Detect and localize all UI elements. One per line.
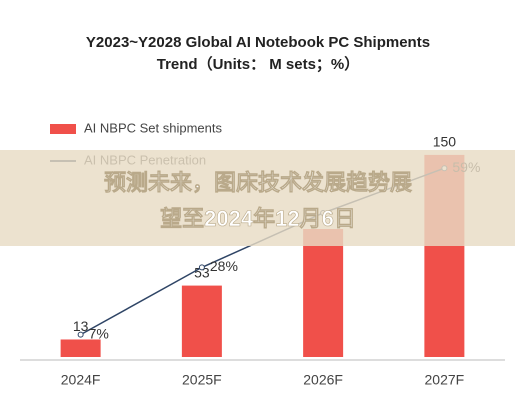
legend-label: AI NBPC Set shipments [84, 120, 222, 135]
bar [181, 285, 222, 357]
data-label: 53 [194, 264, 210, 280]
x-tick-label: 2024F [61, 372, 101, 388]
data-label: 150 [433, 134, 457, 150]
x-tick-label: 2027F [425, 372, 465, 388]
chart-title: Y2023~Y2028 Global AI Notebook PC Shipme… [86, 34, 430, 51]
banner-background [0, 150, 515, 246]
data-label: 13 [73, 318, 89, 334]
data-label: 28% [210, 258, 238, 274]
banner-text: 预测未来，图床技术发展趋势展 [104, 170, 412, 195]
line-marker [198, 264, 205, 271]
legend-swatch [50, 124, 76, 134]
x-tick-label: 2025F [182, 372, 222, 388]
banner-text: 望至2024年12月6日 [160, 206, 356, 231]
bar [60, 339, 101, 357]
bar [303, 229, 344, 357]
x-tick-label: 2026F [303, 372, 343, 388]
line-marker [77, 331, 84, 338]
overlay: 预测未来，图床技术发展趋势展 望至2024年12月6日 [0, 150, 515, 246]
chart-title: Trend（Units： M sets；%） [157, 55, 360, 73]
data-label: 7% [89, 325, 109, 341]
